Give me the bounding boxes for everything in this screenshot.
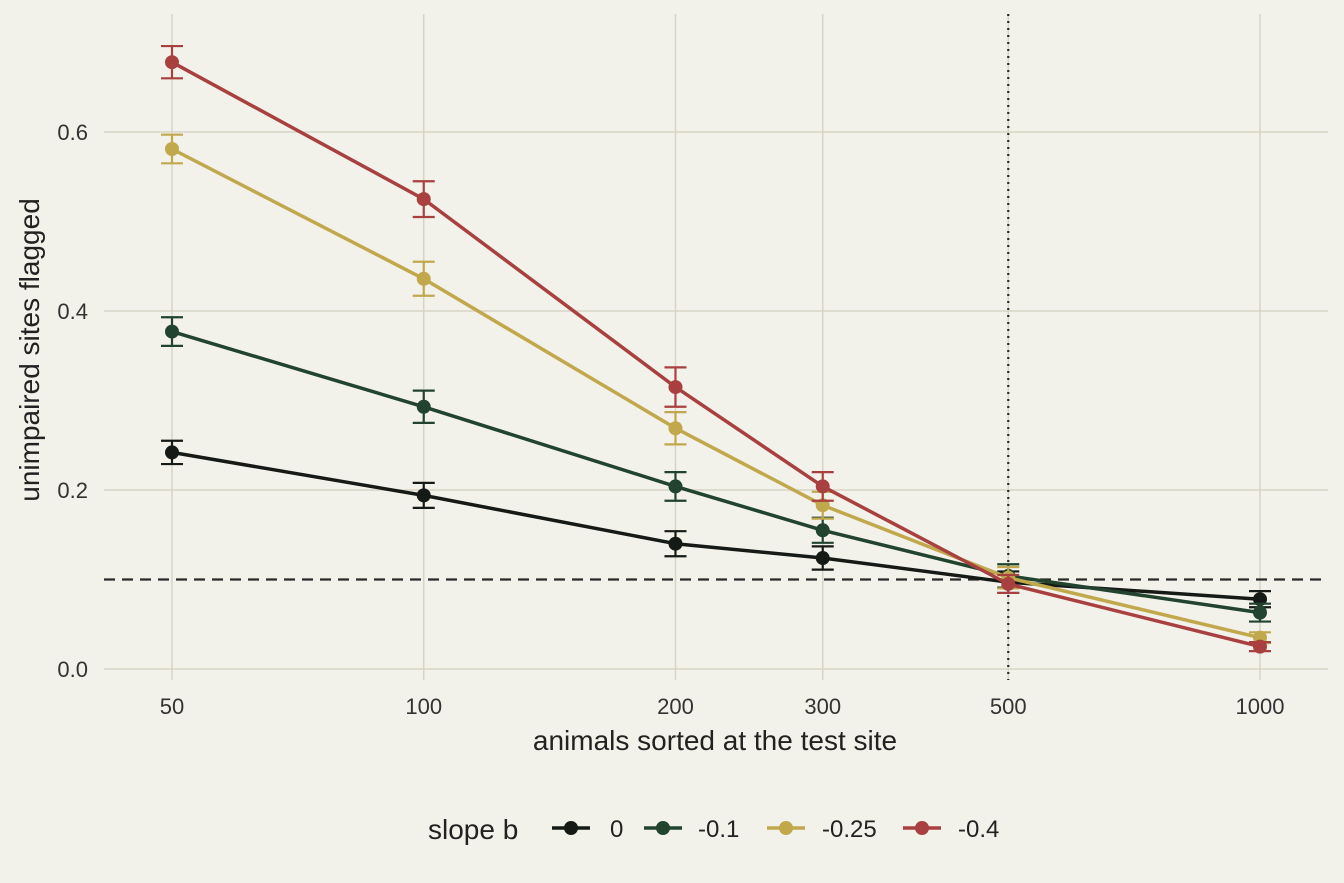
x-axis-ticks: 50 100 200 300 500 1000 (160, 694, 1285, 719)
legend-key-marker (564, 821, 578, 835)
legend-key-marker (779, 821, 793, 835)
x-tick-label: 100 (405, 694, 442, 719)
data-point (416, 271, 431, 286)
data-point (165, 142, 179, 157)
y-axis-title: unimpaired sites flagged (14, 198, 45, 502)
legend-title: slope b (428, 814, 518, 845)
data-point (815, 479, 830, 494)
x-tick-label: 300 (804, 694, 841, 719)
legend-entry-3: -0.4 (903, 816, 999, 843)
legend-label: -0.1 (698, 816, 739, 843)
legend-entry-1: -0.1 (644, 816, 739, 843)
x-axis-title: animals sorted at the test site (533, 725, 897, 756)
data-point (668, 380, 683, 395)
data-point (668, 479, 683, 494)
data-point (416, 192, 431, 207)
data-point (815, 551, 830, 566)
reference-lines (104, 14, 1328, 680)
legend-key-marker (915, 821, 929, 835)
data-point (1253, 639, 1267, 654)
x-tick-label: 200 (657, 694, 694, 719)
y-tick-label: 0.6 (57, 120, 88, 145)
legend: slope b 0 -0.1 -0.25 -0.4 (428, 814, 999, 845)
legend-label: -0.4 (958, 816, 999, 843)
y-tick-label: 0.0 (57, 657, 88, 682)
series-line (171, 60, 1261, 649)
data-point (165, 445, 179, 460)
legend-entry-0: 0 (552, 816, 623, 843)
series-line (171, 329, 1261, 615)
series-group (161, 44, 1271, 654)
x-tick-label: 1000 (1236, 694, 1285, 719)
series-1 (161, 316, 1271, 623)
series-line (171, 450, 1261, 601)
data-point (416, 399, 431, 414)
data-point (1253, 605, 1267, 620)
y-tick-label: 0.4 (57, 299, 88, 324)
data-point (815, 523, 830, 538)
y-axis-ticks: 0.0 0.2 0.4 0.6 (57, 120, 88, 682)
series-3 (161, 44, 1271, 654)
data-point (416, 488, 431, 503)
series-line (171, 147, 1261, 640)
x-tick-label: 500 (990, 694, 1027, 719)
legend-entry-2: -0.25 (767, 816, 877, 843)
x-tick-label: 50 (160, 694, 184, 719)
data-point (668, 421, 683, 436)
data-point (1001, 576, 1016, 591)
legend-label: 0 (610, 816, 623, 843)
data-point (668, 536, 683, 551)
series-2 (161, 133, 1271, 645)
legend-key-marker (656, 821, 670, 835)
legend-label: -0.25 (822, 816, 877, 843)
y-tick-label: 0.2 (57, 478, 88, 503)
data-point (165, 55, 179, 70)
data-point (165, 324, 179, 339)
series-0 (161, 439, 1271, 609)
